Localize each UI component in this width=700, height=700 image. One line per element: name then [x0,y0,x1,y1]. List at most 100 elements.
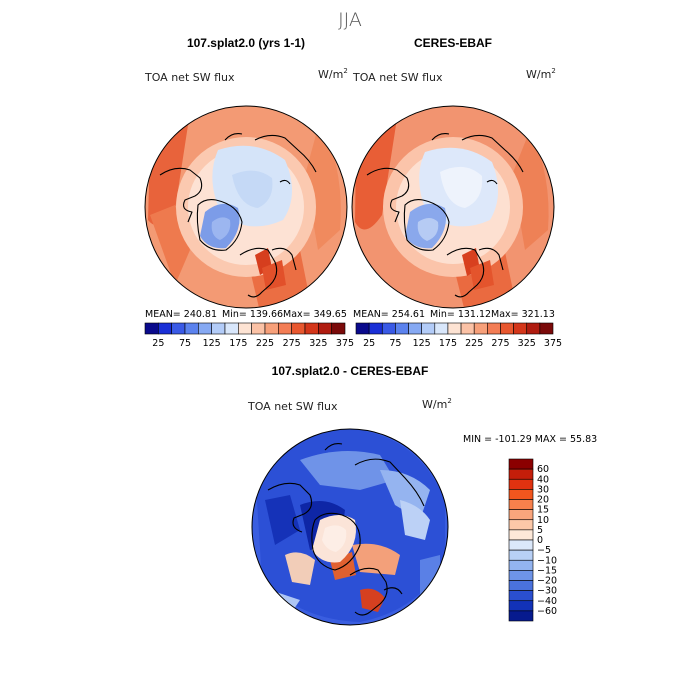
diff-colorbar-swatch [508,580,534,591]
left-units-label: W/m2 [318,67,348,81]
left-polar-map [144,105,348,309]
left-colorbar: 25 75 125 175 225 275 325 375 [144,322,354,349]
left-colorbar-swatch [304,322,319,335]
right-colorbar-swatch [421,322,436,335]
right-colorbar-swatch [368,322,383,335]
left-colorbar-tick-label: 175 [229,338,247,349]
right-colorbar-tick-label: 325 [518,338,536,349]
right-colorbar-swatch [473,322,488,335]
diff-colorbar-swatch [508,519,534,531]
diff-colorbar-tick-label: 60 [537,464,549,475]
diff-colorbar-swatch [508,559,534,571]
diff-colorbar-tick-label: 5 [537,525,543,536]
right-units-label: W/m2 [526,67,556,81]
right-colorbar-swatch [500,322,514,335]
diff-colorbar-tick-label: −5 [537,545,551,556]
diff-colorbar-tick-label: 15 [537,505,549,516]
right-mean-stat: MEAN= 254.61 [353,309,425,320]
right-colorbar-tick-label: 25 [363,338,375,349]
right-min-stat: Min= 131.12 [430,309,491,320]
left-panel-title: 107.splat2.0 (yrs 1-1) [187,36,305,50]
diff-colorbar-tick-label: −10 [537,555,557,566]
left-colorbar-tick-label: 125 [203,338,221,349]
left-colorbar-swatch [171,322,186,335]
diff-colorbar-swatch [508,529,534,541]
diff-colorbar-tick-label: 10 [537,515,549,526]
right-colorbar-swatch [408,322,422,335]
diff-colorbar-swatch [508,539,534,551]
right-colorbar: 25 75 125 175 225 275 325 375 [355,322,562,349]
left-colorbar-swatch [291,322,306,335]
left-colorbar-tick-label: 25 [152,338,164,349]
diff-polar-map [251,428,449,626]
diff-panel-title: 107.splat2.0 - CERES-EBAF [272,364,429,378]
diff-colorbar-tick-label: −30 [537,586,557,597]
left-colorbar-swatch [198,322,212,335]
right-colorbar-swatch [487,322,501,335]
right-colorbar-swatch [355,322,370,335]
left-max-stat: Max= 349.65 [283,309,347,320]
diff-colorbar-swatch [508,549,534,561]
left-colorbar-tick-label: 75 [179,338,191,349]
right-panel-title: CERES-EBAF [414,36,492,50]
right-colorbar-tick-label: 125 [413,338,431,349]
season-title: JJA [338,9,362,31]
left-colorbar-swatch [318,322,332,335]
diff-colorbar-swatch [508,499,534,510]
diff-colorbar-swatch [508,468,534,480]
diff-colorbar-tick-label: −15 [537,565,557,576]
left-colorbar-tick-label: 275 [283,338,301,349]
diff-colorbar-swatch [508,458,534,470]
diff-colorbar-swatch [508,600,534,612]
left-variable-label: TOA net SW flux [144,71,235,84]
diff-colorbar-tick-label: −20 [537,576,557,587]
left-colorbar-swatch [264,322,279,335]
right-colorbar-swatch [526,322,541,335]
right-max-stat: Max= 321.13 [491,309,555,320]
left-mean-stat: MEAN= 240.81 [145,309,217,320]
diff-colorbar-tick-label: 40 [537,474,549,485]
diff-variable-label: TOA net SW flux [247,400,338,413]
right-colorbar-swatch [381,322,396,335]
left-colorbar-tick-label: 325 [309,338,327,349]
right-colorbar-swatch [395,322,409,335]
left-colorbar-swatch [224,322,239,335]
right-colorbar-swatch [513,322,528,335]
diff-colorbar-swatch [508,509,534,521]
diff-colorbar-swatch [508,478,534,490]
right-polar-map [351,105,555,309]
right-colorbar-tick-label: 375 [544,338,562,349]
right-colorbar-swatch [460,322,475,335]
right-colorbar-tick-label: 275 [491,338,509,349]
left-colorbar-swatch [251,322,266,335]
diff-colorbar-tick-label: 20 [537,495,549,506]
left-min-stat: Min= 139.66 [222,309,283,320]
diff-colorbar-swatch [508,570,534,581]
right-colorbar-swatch [447,322,462,335]
right-variable-label: TOA net SW flux [352,71,443,84]
diff-colorbar-tick-label: 0 [537,535,543,546]
diff-minmax: MIN = -101.29 MAX = 55.83 [463,434,597,445]
left-colorbar-swatch [331,322,346,335]
diff-colorbar-tick-label: 30 [537,484,549,495]
left-colorbar-swatch [211,322,226,335]
left-colorbar-swatch [238,322,252,335]
left-colorbar-swatch [158,322,172,335]
left-colorbar-swatch [184,322,199,335]
left-colorbar-tick-label: 375 [336,338,354,349]
diff-colorbar-tick-label: −40 [537,596,557,607]
diff-units-label: W/m2 [422,397,452,411]
right-colorbar-swatch [434,322,449,335]
right-colorbar-swatch [539,322,554,335]
right-colorbar-tick-label: 175 [439,338,457,349]
diff-colorbar-swatch [508,590,534,602]
diff-colorbar-swatch [508,610,534,622]
right-colorbar-tick-label: 225 [465,338,483,349]
left-colorbar-tick-label: 225 [256,338,274,349]
diff-colorbar-tick-label: −60 [537,606,557,617]
right-colorbar-tick-label: 75 [389,338,401,349]
left-colorbar-swatch [278,322,292,335]
left-colorbar-swatch [144,322,159,335]
